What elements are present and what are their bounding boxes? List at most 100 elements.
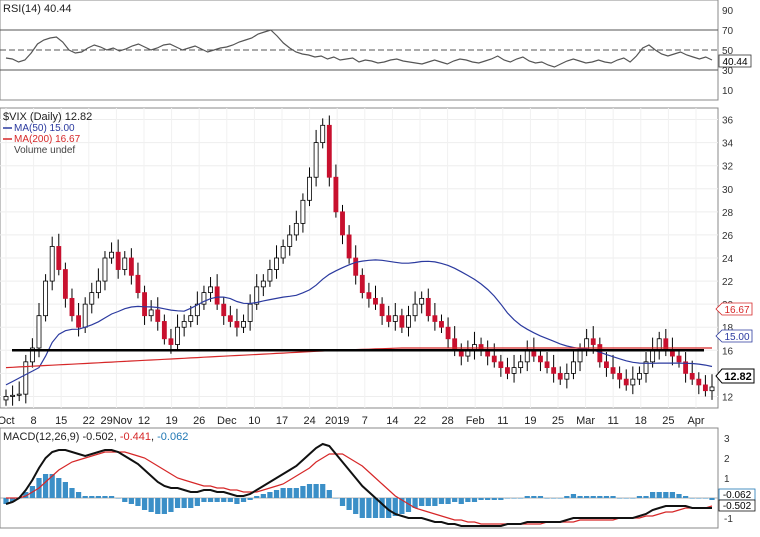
- candle-up: [564, 372, 570, 380]
- candle-down: [76, 315, 82, 328]
- candle-down: [161, 321, 167, 340]
- rsi-tick-label: 10: [722, 86, 734, 97]
- candle-up: [43, 280, 49, 317]
- macd-histogram-bar: [504, 498, 511, 499]
- candle-up: [518, 361, 524, 369]
- candle-down: [379, 303, 385, 317]
- macd-histogram-bar: [438, 498, 445, 504]
- macd-histogram-bar: [89, 496, 95, 498]
- price-tick-label: 22: [722, 277, 734, 288]
- macd-histogram-bar: [551, 498, 557, 499]
- macd-histogram-bar: [287, 488, 293, 498]
- rsi-value-tag: [718, 54, 752, 68]
- candle-up: [293, 222, 299, 236]
- candle-down: [557, 372, 563, 380]
- price-tick-label: 26: [722, 231, 734, 242]
- macd-histogram-bar: [102, 496, 108, 498]
- macd-histogram-bar: [386, 498, 392, 518]
- candle-down: [56, 246, 62, 270]
- macd-label-prefix: MACD(12,26,9): [3, 431, 82, 443]
- candle-up: [511, 367, 517, 374]
- macd-histogram-bar: [23, 492, 29, 498]
- macd-histogram-bar: [590, 496, 596, 498]
- macd-histogram-bar: [432, 498, 438, 506]
- rsi-tick-label: 90: [722, 6, 734, 17]
- macd-histogram-bar: [42, 474, 49, 498]
- macd-histogram-bar: [617, 498, 623, 499]
- macd-histogram-bar: [643, 496, 649, 498]
- macd-histogram-bar: [696, 498, 702, 499]
- candle-up: [524, 349, 530, 363]
- macd-histogram-bar: [636, 496, 643, 498]
- candle-up: [29, 347, 35, 363]
- macd-histogram-bar: [603, 496, 610, 498]
- legend-ma50: MA(50) 15.00: [14, 123, 75, 134]
- macd-hist-tag-text: -0.062: [723, 490, 752, 501]
- price-tick-label: 12: [722, 392, 734, 403]
- candle-down: [142, 292, 147, 317]
- macd-histogram-bar: [326, 490, 332, 498]
- candle-down: [544, 361, 550, 369]
- macd-histogram-bar: [564, 496, 570, 498]
- price-tick-label: 32: [722, 162, 734, 173]
- candle-up: [419, 297, 425, 305]
- macd-histogram-bar: [405, 498, 412, 512]
- candle-down: [623, 378, 629, 386]
- candle-up: [36, 315, 42, 349]
- date-tick-label: Feb: [466, 415, 485, 427]
- macd-histogram-bar: [425, 498, 431, 506]
- macd-histogram-bar: [122, 498, 128, 502]
- candle-up: [636, 372, 642, 380]
- macd-histogram-bar: [584, 496, 590, 498]
- macd-histogram-bar: [518, 498, 524, 499]
- candle-up: [49, 246, 55, 282]
- price-tick-label: 36: [722, 116, 734, 127]
- candle-up: [300, 199, 306, 224]
- candle-down: [491, 355, 497, 363]
- macd-histogram-bar: [194, 498, 200, 506]
- candle-up: [102, 257, 108, 282]
- macd-line: [5, 442, 712, 527]
- macd-histogram-bar: [359, 498, 365, 518]
- candle-up: [260, 280, 266, 288]
- macd-histogram-bar: [478, 498, 484, 500]
- candle-down: [399, 315, 405, 328]
- candle-down: [386, 315, 392, 322]
- candle-up: [254, 286, 260, 305]
- macd-histogram-bar: [333, 498, 339, 499]
- macd-histogram-bar: [471, 498, 478, 502]
- candle-down: [128, 257, 134, 276]
- candle-down: [155, 309, 161, 322]
- macd-histogram-bar: [682, 496, 689, 498]
- macd-histogram-bar: [9, 498, 16, 502]
- macd-histogram-bar: [207, 498, 214, 502]
- date-tick-label: 14: [386, 415, 398, 427]
- candle-down: [683, 361, 689, 374]
- macd-histogram-bar: [300, 486, 306, 498]
- macd-histogram-bar: [188, 498, 194, 508]
- candle-up: [406, 315, 411, 328]
- candle-down: [227, 315, 233, 322]
- macd-histogram-bar: [419, 498, 425, 506]
- candle-up: [82, 303, 88, 328]
- candle-down: [538, 355, 543, 363]
- candle-down: [439, 321, 444, 328]
- macd-histogram-bar: [56, 478, 62, 498]
- macd-histogram-bar: [141, 498, 148, 510]
- macd-histogram-bar: [75, 492, 82, 498]
- rsi-panel: RSI(14) 40.44 90 70 50 30 10 40.44: [0, 0, 752, 101]
- candle-up: [412, 303, 418, 317]
- macd-histogram-bar: [221, 498, 227, 502]
- macd-histogram-bar: [663, 492, 669, 498]
- macd-histogram-bar: [557, 498, 563, 499]
- price-tick-label: 24: [722, 254, 734, 265]
- macd-histogram-bar: [656, 492, 662, 498]
- macd-label: MACD(12,26,9) -0.502, -0.441, -0.062: [3, 431, 188, 443]
- candle-up: [23, 361, 29, 395]
- macd-histogram-bar: [82, 496, 88, 498]
- candle-up: [577, 349, 583, 363]
- macd-histogram-bar: [234, 498, 240, 504]
- macd-histogram-bar: [511, 498, 517, 499]
- macd-histogram-bar: [155, 498, 161, 514]
- macd-histogram-bar: [491, 498, 497, 500]
